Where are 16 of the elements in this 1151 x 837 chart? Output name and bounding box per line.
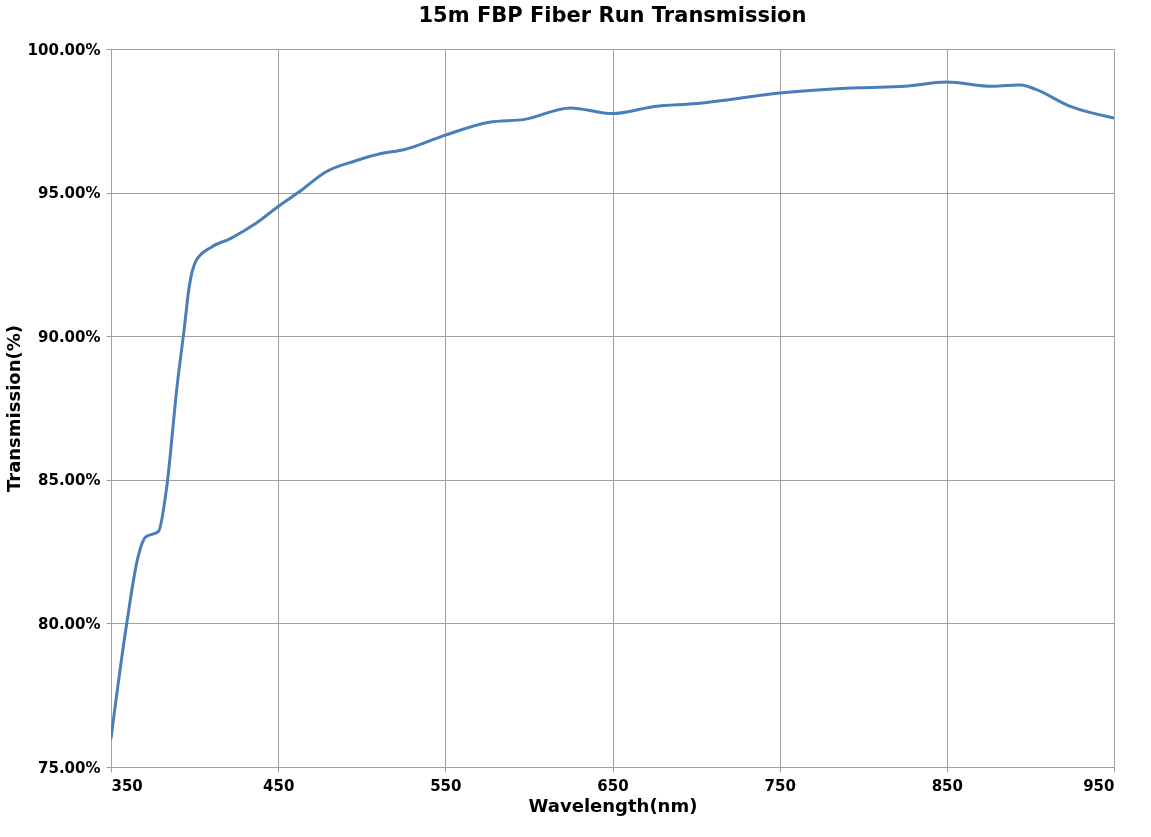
x-tick-label: 350 (111, 776, 143, 795)
y-tick-label: 90.00% (38, 327, 101, 346)
y-axis-title: Transmission(%) (2, 324, 24, 493)
y-tick-label: 75.00% (38, 758, 101, 777)
y-tick-label: 85.00% (38, 471, 101, 490)
x-tick-label: 550 (430, 776, 462, 795)
y-tick-label: 95.00% (38, 184, 101, 203)
x-tick-label: 450 (263, 776, 295, 795)
y-tick-label: 100.00% (27, 40, 101, 59)
chart-title: 15m FBP Fiber Run Transmission (418, 3, 807, 27)
x-axis-title: Wavelength(nm) (528, 794, 698, 816)
y-tick-label: 80.00% (38, 614, 101, 633)
x-tick-label: 950 (1083, 776, 1115, 795)
x-tick-label: 650 (597, 776, 629, 795)
x-tick-label: 750 (764, 776, 796, 795)
x-tick-label: 850 (931, 776, 963, 795)
